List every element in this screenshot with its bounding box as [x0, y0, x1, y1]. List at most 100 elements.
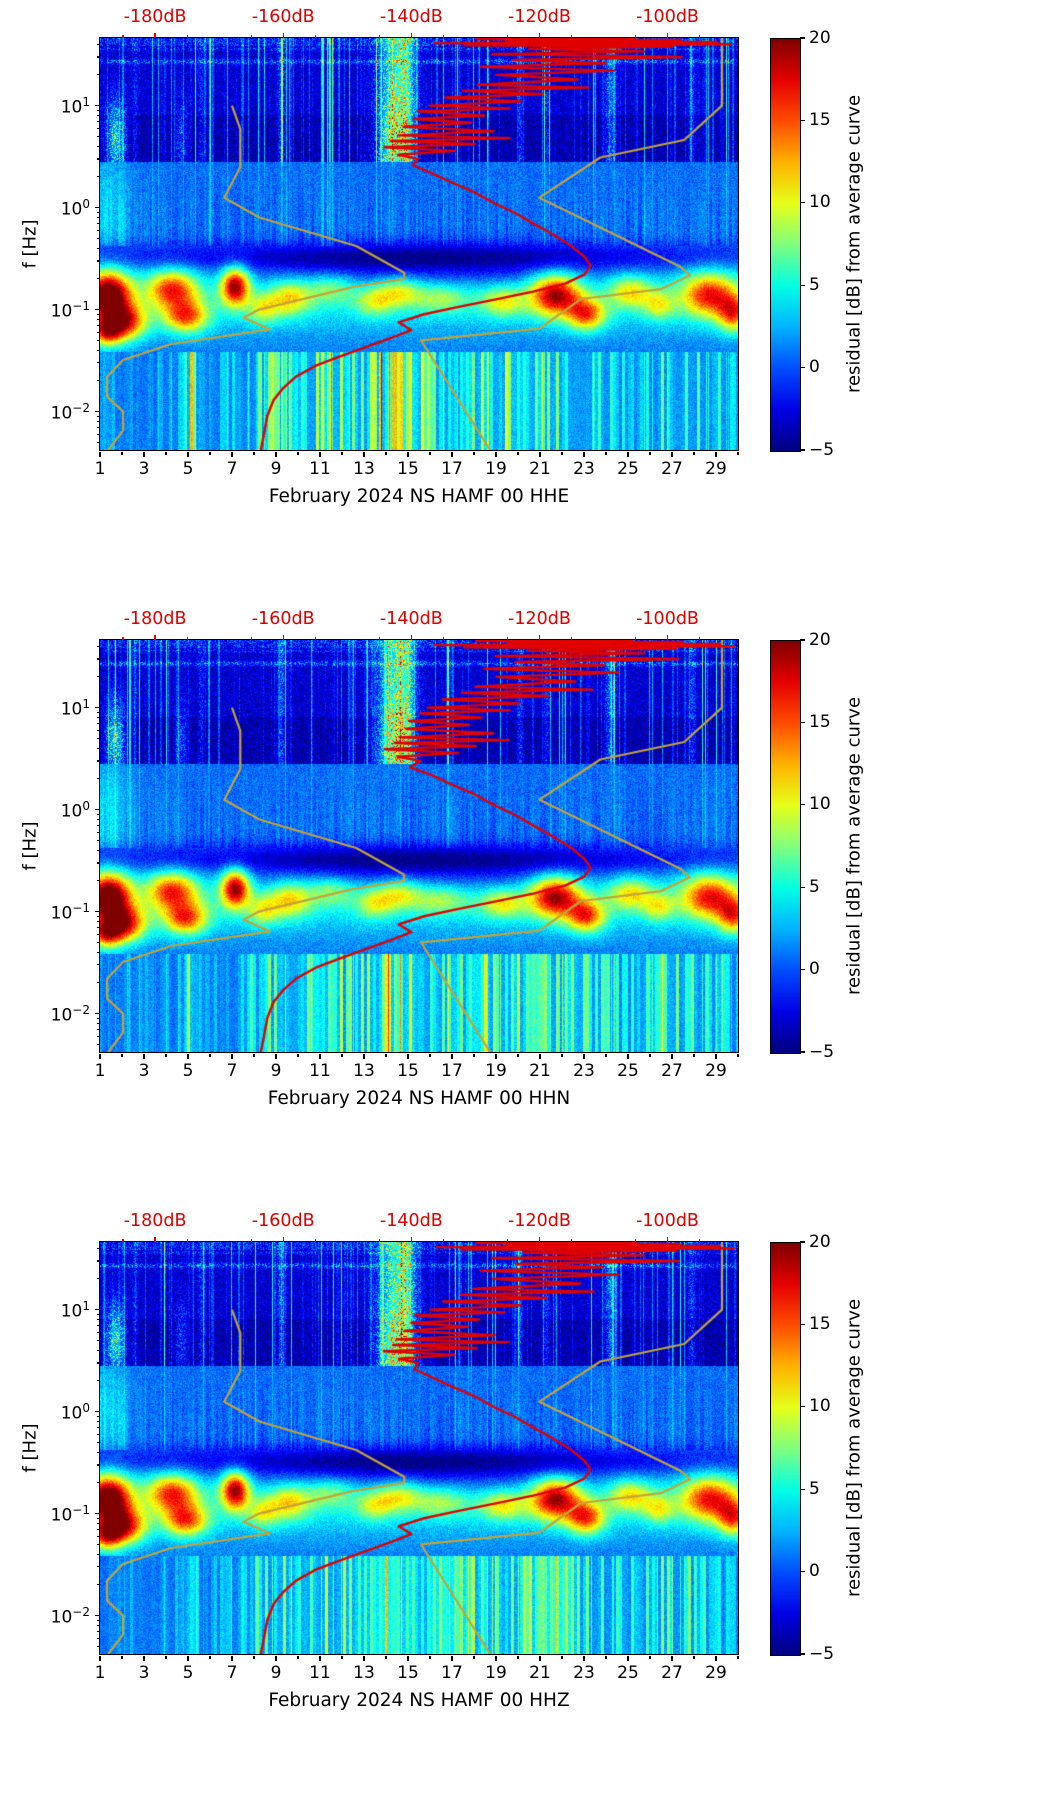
colorbar-tick [800, 639, 806, 641]
y-axis-minor-tick [97, 1017, 100, 1019]
x-axis-minor-tick [297, 451, 299, 455]
x-axis-major-tick [363, 1053, 365, 1059]
top-axis-minor-tick [506, 35, 508, 38]
y-axis-minor-tick [97, 1313, 100, 1315]
x-axis-minor-tick [121, 451, 123, 455]
x-axis-tick-label: 23 [573, 1061, 595, 1081]
x-axis-major-tick [187, 1053, 189, 1059]
y-axis-minor-tick [97, 778, 100, 780]
y-axis-minor-tick [97, 862, 100, 864]
top-axis-minor-tick [698, 35, 701, 38]
x-axis-major-tick [715, 1655, 717, 1661]
x-axis-minor-tick [737, 1053, 739, 1057]
top-axis-major-tick [154, 32, 156, 38]
y-axis-minor-tick [97, 433, 100, 435]
y-axis-minor-tick [97, 1522, 100, 1525]
colorbar-tick [800, 1653, 806, 1655]
top-axis-tick-label: -180dB [123, 7, 187, 27]
y-axis-minor-tick [97, 1441, 100, 1443]
top-axis-major-tick [282, 1236, 284, 1242]
x-axis-tick-label: 23 [573, 1663, 595, 1683]
top-axis-major-tick [410, 634, 412, 640]
x-axis-minor-tick [385, 1053, 387, 1057]
colorbar-tick-label: 0 [809, 357, 820, 378]
y-axis-minor-tick [97, 1043, 100, 1045]
x-axis-minor-tick [737, 451, 739, 455]
y-axis-minor-tick [97, 1528, 100, 1530]
spectrogram-canvas-hhe [100, 38, 738, 450]
top-axis-tick-label: -100dB [636, 7, 699, 27]
top-axis-minor-tick [122, 1239, 124, 1242]
colorbar [770, 640, 801, 1054]
colorbar-tick [800, 968, 806, 971]
y-axis-major-tick [94, 1512, 100, 1515]
y-axis-minor-tick [97, 420, 100, 423]
colorbar-tick-label: 5 [809, 1478, 820, 1499]
x-axis-major-tick [363, 451, 365, 457]
spectrogram-figure-hhz: f [Hz] February 2024 NS HAMF 00 HHZ resi… [0, 1204, 1052, 1806]
y-axis-minor-tick [97, 1349, 100, 1351]
x-axis-minor-tick [473, 1053, 475, 1057]
y-axis-major-tick [94, 1410, 100, 1413]
y-axis-minor-tick [97, 824, 100, 826]
top-axis-minor-tick [378, 1239, 380, 1242]
colorbar-tick-label: 0 [809, 959, 820, 980]
y-axis-minor-tick [97, 658, 100, 660]
y-axis-minor-tick [97, 211, 100, 213]
x-axis-major-tick [231, 1053, 233, 1059]
x-axis-tick-label: 17 [441, 459, 463, 479]
y-axis-major-tick [94, 1614, 100, 1617]
y-axis-minor-tick [97, 1022, 100, 1025]
y-axis-minor-tick [97, 1035, 100, 1037]
x-axis-major-tick [451, 1053, 453, 1059]
y-axis-minor-tick [97, 1278, 100, 1280]
top-axis-major-tick [154, 634, 156, 640]
top-axis-major-tick [282, 32, 284, 38]
x-axis-tick-label: 29 [705, 459, 727, 479]
y-axis-major-tick [94, 808, 100, 811]
x-axis-tick-label: 29 [705, 1663, 727, 1683]
x-axis-major-tick [627, 1053, 629, 1059]
y-axis-minor-tick [97, 145, 100, 147]
top-axis-major-tick [282, 634, 284, 640]
top-axis-tick-label: -140dB [379, 7, 443, 27]
spectrogram-canvas-hhz [100, 1242, 738, 1654]
y-axis-minor-tick [97, 135, 100, 137]
spectrogram-plot-area [100, 640, 738, 1052]
x-axis-minor-tick [561, 1053, 563, 1057]
x-axis-major-tick [451, 1655, 453, 1661]
y-axis-tick-label: 10−1 [50, 1502, 90, 1526]
x-axis-major-tick [99, 1053, 101, 1059]
y-axis-minor-tick [97, 747, 100, 749]
x-axis-minor-tick [517, 1053, 519, 1057]
colorbar-tick-label: 15 [809, 1313, 831, 1334]
y-axis-minor-tick [97, 1517, 100, 1519]
y-axis-minor-tick [97, 1543, 100, 1545]
y-axis-minor-tick [97, 760, 100, 762]
x-axis-minor-tick [165, 1655, 167, 1659]
x-axis-tick-label: 17 [441, 1061, 463, 1081]
x-axis-major-tick [231, 451, 233, 457]
x-axis-title: February 2024 NS HAMF 00 HHN [267, 1088, 571, 1109]
y-axis-major-tick [94, 206, 100, 209]
x-axis-minor-tick [341, 1655, 343, 1659]
colorbar-tick [800, 202, 806, 204]
x-axis-minor-tick [297, 1053, 299, 1057]
x-axis-minor-tick [517, 1655, 519, 1659]
colorbar-tick-label: −5 [809, 439, 835, 460]
colorbar-tick [800, 886, 806, 888]
y-axis-minor-tick [97, 324, 100, 326]
x-axis-minor-tick [209, 451, 211, 455]
top-axis-major-tick [538, 634, 541, 640]
x-axis-major-tick [671, 451, 673, 457]
top-axis-minor-tick [442, 1239, 444, 1242]
top-axis-minor-tick [442, 637, 444, 640]
x-axis-major-tick [407, 1655, 409, 1661]
x-axis-tick-label: 29 [705, 1061, 727, 1081]
x-axis-minor-tick [385, 1655, 387, 1659]
x-axis-tick-label: 1 [94, 1061, 106, 1081]
y-axis-minor-tick [97, 645, 100, 647]
top-axis-minor-tick [250, 1239, 252, 1242]
colorbar-tick [800, 1488, 806, 1490]
